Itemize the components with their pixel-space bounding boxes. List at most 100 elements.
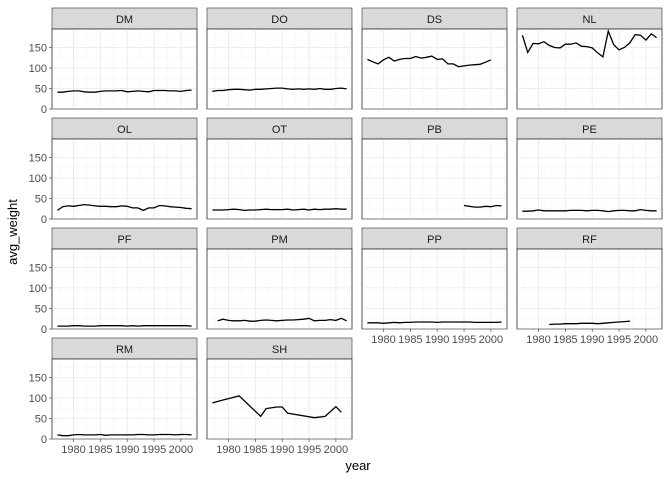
strip-label: OT bbox=[272, 124, 288, 136]
y-tick-label: 50 bbox=[35, 303, 47, 315]
panel-border bbox=[361, 138, 508, 220]
x-tick-label: 1995 bbox=[142, 444, 166, 456]
series-line-do bbox=[212, 87, 347, 93]
panel-border bbox=[206, 138, 353, 220]
y-tick-label: 150 bbox=[29, 152, 47, 164]
x-tick-label: 1980 bbox=[526, 334, 550, 346]
panel-background bbox=[206, 358, 353, 440]
y-tick-label: 150 bbox=[29, 372, 47, 384]
series-line-ol bbox=[57, 203, 192, 212]
panel-border bbox=[516, 28, 663, 110]
y-tick-label: 50 bbox=[35, 413, 47, 425]
strip-label: PM bbox=[271, 234, 288, 246]
series-line-pm bbox=[217, 317, 347, 322]
facet-panel-dm: DM 0 50 100 150 bbox=[29, 7, 198, 116]
strip-label: PP bbox=[427, 234, 442, 246]
panel-border bbox=[516, 248, 663, 330]
x-tick-label: 1985 bbox=[243, 444, 267, 456]
y-tick-label: 0 bbox=[41, 214, 47, 226]
facet-panel-sh: SH 1980 1985 1990 1995 2000 bbox=[206, 337, 353, 456]
panel-border bbox=[361, 28, 508, 110]
strip-label: DO bbox=[271, 14, 288, 26]
series-line-pe bbox=[522, 208, 657, 213]
x-axis-title: year bbox=[345, 458, 371, 473]
strip-label: PE bbox=[582, 124, 597, 136]
series-line-rm bbox=[57, 433, 192, 437]
series-line-ds bbox=[367, 55, 492, 68]
panel-border bbox=[516, 138, 663, 220]
panel-border bbox=[206, 248, 353, 330]
y-tick-label: 100 bbox=[29, 393, 47, 405]
panel-border bbox=[206, 358, 353, 440]
series-line-pb bbox=[463, 204, 502, 208]
strip-label: PF bbox=[117, 234, 131, 246]
facet-panel-pp: PP 1980 1985 1990 1995 2000 bbox=[361, 227, 508, 346]
x-tick-label: 1985 bbox=[553, 334, 577, 346]
panel-border bbox=[51, 138, 198, 220]
y-tick-label: 50 bbox=[35, 193, 47, 205]
facet-panel-nl: NL bbox=[516, 7, 663, 110]
y-tick-label: 150 bbox=[29, 42, 47, 54]
series-line-rf bbox=[549, 320, 630, 326]
panel-border bbox=[361, 248, 508, 330]
panel-border bbox=[51, 248, 198, 330]
y-tick-label: 0 bbox=[41, 104, 47, 116]
series-line-ot bbox=[212, 208, 347, 212]
facet-panel-ds: DS bbox=[361, 7, 508, 110]
x-tick-label: 1990 bbox=[270, 444, 294, 456]
y-tick-label: 50 bbox=[35, 83, 47, 95]
x-tick-label: 1980 bbox=[371, 334, 395, 346]
y-tick-label: 100 bbox=[29, 173, 47, 185]
panel-border bbox=[51, 358, 198, 440]
x-tick-label: 1990 bbox=[580, 334, 604, 346]
y-axis-title: avg_weight bbox=[5, 199, 20, 265]
x-tick-label: 1995 bbox=[297, 444, 321, 456]
y-tick-label: 100 bbox=[29, 283, 47, 295]
x-tick-label: 2000 bbox=[324, 444, 348, 456]
facet-panel-pf: PF 0 50 100 150 bbox=[29, 227, 198, 336]
series-line-dm bbox=[57, 89, 192, 93]
x-tick-label: 1980 bbox=[61, 444, 85, 456]
x-tick-label: 1985 bbox=[88, 444, 112, 456]
facet-panel-pb: PB bbox=[361, 117, 508, 220]
series-line-sh bbox=[212, 395, 342, 419]
y-tick-label: 0 bbox=[41, 324, 47, 336]
strip-label: RM bbox=[116, 344, 133, 356]
strip-label: NL bbox=[582, 14, 596, 26]
x-tick-label: 2000 bbox=[479, 334, 503, 346]
panel-background bbox=[51, 248, 198, 330]
panel-background bbox=[361, 28, 508, 110]
panel-border bbox=[206, 28, 353, 110]
strip-label: RF bbox=[582, 234, 597, 246]
facet-panel-pe: PE bbox=[516, 117, 663, 220]
facet-panel-rf: RF 1980 1985 1990 1995 2000 bbox=[516, 227, 663, 346]
panel-background bbox=[51, 358, 198, 440]
facet-panel-pm: PM bbox=[206, 227, 353, 330]
panel-border bbox=[51, 28, 198, 110]
strip-label: DM bbox=[116, 14, 133, 26]
series-line-nl bbox=[521, 28, 657, 59]
strip-label: PB bbox=[427, 124, 442, 136]
strip-label: SH bbox=[272, 344, 287, 356]
facet-panel-rm: RM 0 50 100 150 1980 1985 1990 1995 2000 bbox=[29, 337, 198, 456]
facet-panels: DM 0 50 100 150 DO DS NL OL 0 50 100 150 OT PB PE PF 0 50 1… bbox=[29, 7, 663, 456]
x-tick-label: 2000 bbox=[169, 444, 193, 456]
x-tick-label: 1990 bbox=[115, 444, 139, 456]
x-tick-label: 1995 bbox=[452, 334, 476, 346]
facet-panel-ot: OT bbox=[206, 117, 353, 220]
panel-background bbox=[51, 28, 198, 110]
facet-panel-do: DO bbox=[206, 7, 353, 110]
x-tick-label: 2000 bbox=[634, 334, 658, 346]
panel-background bbox=[206, 248, 353, 330]
strip-label: OL bbox=[117, 124, 132, 136]
x-tick-label: 1990 bbox=[425, 334, 449, 346]
x-tick-label: 1985 bbox=[398, 334, 422, 346]
facet-panel-ol: OL 0 50 100 150 bbox=[29, 117, 198, 226]
y-tick-label: 0 bbox=[41, 434, 47, 446]
x-tick-label: 1980 bbox=[216, 444, 240, 456]
x-tick-label: 1995 bbox=[607, 334, 631, 346]
y-tick-label: 150 bbox=[29, 262, 47, 274]
series-line-pp bbox=[367, 321, 502, 324]
y-tick-label: 100 bbox=[29, 63, 47, 75]
